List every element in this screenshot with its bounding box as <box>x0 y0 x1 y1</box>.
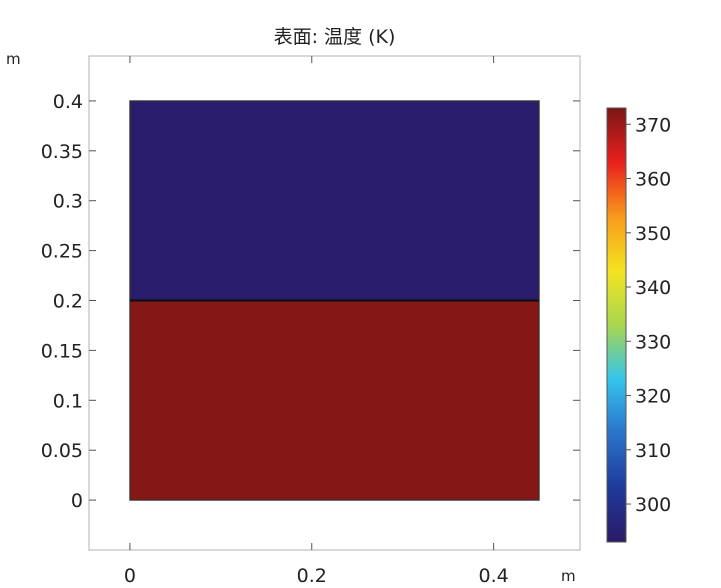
x-axis-unit: m <box>561 567 576 585</box>
upper-domain <box>129 100 540 301</box>
colorbar <box>606 107 627 543</box>
y-tick-label: 0.1 <box>53 390 83 412</box>
x-tick-label: 0 <box>124 565 136 587</box>
axis-ticks <box>89 56 580 550</box>
colorbar-tick-label: 320 <box>635 386 671 408</box>
x-tick-label: 0.4 <box>479 565 509 587</box>
colorbar-tick-label: 350 <box>635 223 671 245</box>
colorbar-tick-label: 310 <box>635 440 671 462</box>
y-tick-label: 0.25 <box>41 241 83 263</box>
colorbar-tick-label: 300 <box>635 494 671 516</box>
colorbar-tick-label: 360 <box>635 169 671 191</box>
x-tick-labels: 0 0.2 0.4 <box>124 565 509 587</box>
y-tick-label: 0.3 <box>53 191 83 213</box>
y-tick-label: 0 <box>71 490 83 512</box>
y-tick-label: 0.2 <box>53 291 83 313</box>
y-tick-labels: 0 0.05 0.1 0.15 0.2 0.25 0.3 0.35 0.4 <box>41 91 83 512</box>
y-tick-label: 0.4 <box>53 91 83 113</box>
colorbar-tick-label: 340 <box>635 277 671 299</box>
x-tick-label: 0.2 <box>297 565 327 587</box>
heatmap-layer <box>129 100 540 501</box>
y-axis-unit: m <box>6 50 21 68</box>
y-tick-label: 0.35 <box>41 141 83 163</box>
colorbar-tick-label: 370 <box>635 114 671 136</box>
colorbar-tick-label: 330 <box>635 331 671 353</box>
lower-domain <box>129 300 540 501</box>
y-tick-label: 0.15 <box>41 340 83 362</box>
chart-title: 表面: 温度 (K) <box>274 26 396 48</box>
y-tick-label: 0.05 <box>41 440 83 462</box>
colorbar-ticks: 300 310 320 330 340 350 360 370 <box>626 114 671 516</box>
